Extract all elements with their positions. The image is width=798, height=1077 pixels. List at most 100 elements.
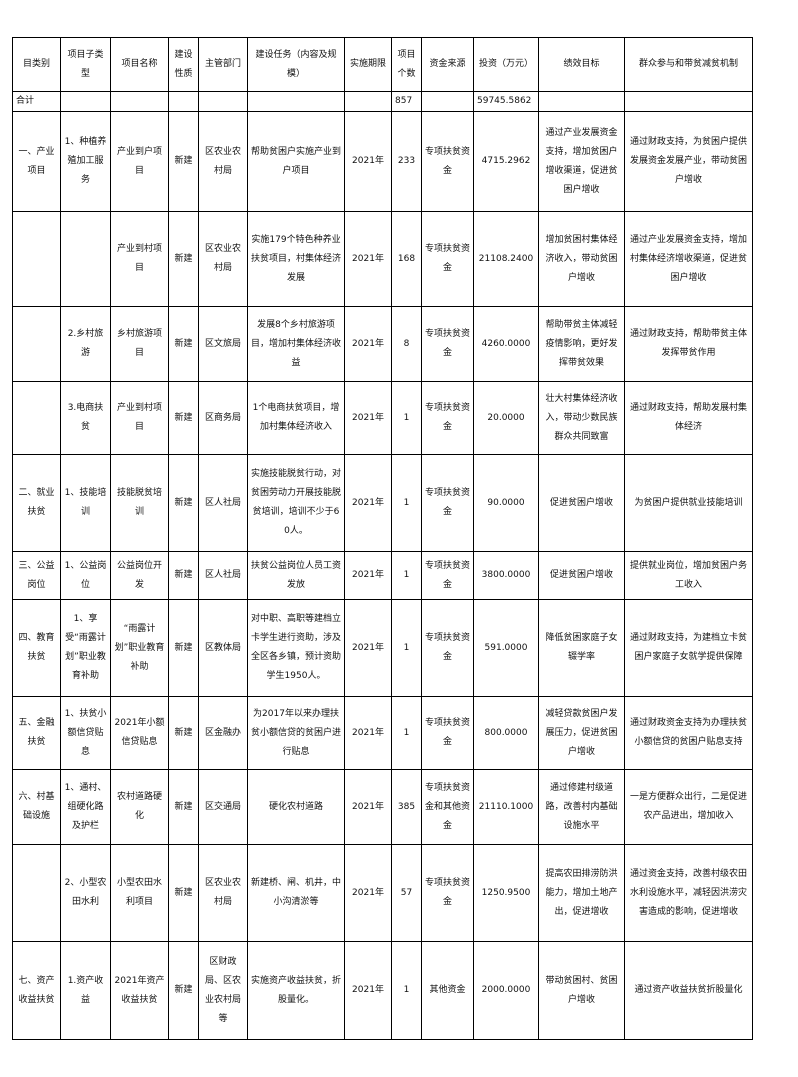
table-cell: 90.0000	[473, 454, 539, 552]
table-cell: 通过财政支持，帮助带贫主体发挥带贫作用	[624, 306, 753, 382]
table-cell: 其他资金	[421, 941, 474, 1040]
table-cell: 为2017年以来办理扶贫小额信贷的贫困户进行贴息	[247, 696, 345, 770]
header-cell: 建设任务（内容及规模）	[247, 37, 345, 92]
table-cell: 五、金融扶贫	[12, 696, 61, 770]
table-cell	[12, 211, 61, 307]
table-cell: 通过财政资金支持为办理扶贫小额信贷的贫困户贴息支持	[624, 696, 753, 770]
header-cell: 目类别	[12, 37, 61, 92]
table-cell: 新建	[168, 306, 199, 382]
table-cell: 实施资产收益扶贫，折股量化。	[247, 941, 345, 1040]
table-cell: 农村道路硬化	[110, 769, 169, 845]
table-cell: 通过产业发展资金支持，增加村集体经济增收渠道，促进贫困户增收	[624, 211, 753, 307]
table-cell: 专项扶贫资金	[421, 844, 474, 942]
table-cell	[12, 844, 61, 942]
table-cell: 800.0000	[473, 696, 539, 770]
table-cell: 新建	[168, 111, 199, 212]
table-cell: 带动贫困村、贫困户增收	[538, 941, 625, 1040]
table-cell: 591.0000	[473, 599, 539, 697]
table-cell: 硬化农村道路	[247, 769, 345, 845]
table-row: 2、小型农田水利 小型农田水利项目 新建 区农业农村局 新建桥、闸、机井，中小沟清淤等 2…	[12, 844, 753, 942]
table-cell: “雨露计划”职业教育补助	[110, 599, 169, 697]
table-row: 六、村基础设施 1、通村、组硬化路及护栏 农村道路硬化 新建 区交通局 硬化农村道路 202…	[12, 769, 753, 845]
table-cell: 二、就业扶贫	[12, 454, 61, 552]
table-cell: 专项扶贫资金	[421, 696, 474, 770]
table-cell: 区农业农村局	[198, 844, 248, 942]
table-cell: 三、公益岗位	[12, 551, 61, 600]
table-row: 三、公益岗位 1、公益岗位 公益岗位开发 新建 区人社局 扶贫公益岗位人员工资发放 2021…	[12, 551, 753, 600]
table-cell: 3.电商扶贫	[60, 381, 111, 455]
table-cell: 通过修建村级道路，改善村内基础设施水平	[538, 769, 625, 845]
table-cell: 1.资产收益	[60, 941, 111, 1040]
table-cell: 区教体局	[198, 599, 248, 697]
table-cell: 新建	[168, 844, 199, 942]
table-cell: 2021年	[344, 941, 392, 1040]
table-cell: 扶贫公益岗位人员工资发放	[247, 551, 345, 600]
table-cell	[168, 91, 199, 112]
table-cell: 新建	[168, 381, 199, 455]
table-cell: 2021年	[344, 769, 392, 845]
table-cell: 4260.0000	[473, 306, 539, 382]
table-cell	[60, 211, 111, 307]
table-cell: 新建	[168, 551, 199, 600]
table-cell: 1	[391, 696, 422, 770]
table-cell: 2021年	[344, 306, 392, 382]
table-row: 七、资产收益扶贫 1.资产收益 2021年资产收益扶贫 新建 区财政局、区农业农村局等实…	[12, 941, 753, 1040]
table-cell: 区农业农村局	[198, 111, 248, 212]
table-cell	[247, 91, 345, 112]
table-cell: 21108.2400	[473, 211, 539, 307]
table-cell: 3800.0000	[473, 551, 539, 600]
table-cell: 壮大村集体经济收入，带动少数民族群众共同致富	[538, 381, 625, 455]
header-cell: 实施期限	[344, 37, 392, 92]
header-cell: 资金来源	[421, 37, 474, 92]
table-cell: 1	[391, 454, 422, 552]
table-row: 产业到村项目 新建 区农业农村局 实施179个特色种养业扶贫项目，村集体经济发展 202…	[12, 211, 753, 307]
table-cell: 2021年资产收益扶贫	[110, 941, 169, 1040]
table-cell: 通过财政支持，为建档立卡贫困户家庭子女就学提供保障	[624, 599, 753, 697]
table-cell: 实施技能脱贫行动，对贫困劳动力开展技能脱贫培训，培训不少于60人。	[247, 454, 345, 552]
table-cell: 通过产业发展资金支持，增加贫困户增收渠道，促进贫困户增收	[538, 111, 625, 212]
header-cell: 建设性质	[168, 37, 199, 92]
table-cell: 1个电商扶贫项目，增加村集体经济收入	[247, 381, 345, 455]
table-cell: 小型农田水利项目	[110, 844, 169, 942]
table-cell	[624, 91, 753, 112]
header-cell: 项目子类型	[60, 37, 111, 92]
table-cell	[12, 306, 61, 382]
table-row: 四、教育扶贫 1、享受“雨露计划”职业教育补助 “雨露计划”职业教育补助 新建 区教体局…	[12, 599, 753, 697]
table-cell: 专项扶贫资金	[421, 211, 474, 307]
table-cell: 技能脱贫培训	[110, 454, 169, 552]
table-cell: 区农业农村局	[198, 211, 248, 307]
table-cell: 一是方便群众出行，二是促进农产品进出，增加收入	[624, 769, 753, 845]
table-cell: 2021年	[344, 111, 392, 212]
table-cell: 2021年	[344, 454, 392, 552]
project-table: 目类别 项目子类型 项目名称 建设性质 主管部门 建设任务（内容及规模） 实施期限 项目个数资…	[12, 37, 753, 1040]
table-cell: 21110.1000	[473, 769, 539, 845]
header-cell: 群众参与和带贫减贫机制	[624, 37, 753, 92]
table-cell: 区财政局、区农业农村局等	[198, 941, 248, 1040]
table-cell: 对中职、高职等建档立卡学生进行资助，涉及全区各乡镇，预计资助学生1950人。	[247, 599, 345, 697]
table-cell: 区金融办	[198, 696, 248, 770]
table-cell: 新建桥、闸、机井，中小沟清淤等	[247, 844, 345, 942]
table-row: 合计 857 59745.5862	[12, 91, 753, 112]
table-cell: 59745.5862	[473, 91, 539, 112]
table-cell: 2021年	[344, 844, 392, 942]
table-row: 五、金融扶贫 1、扶贫小额信贷贴息 2021年小额信贷贴息 新建 区金融办 为2017年以…	[12, 696, 753, 770]
table-cell: 减轻贷款贫困户发展压力，促进贫困户增收	[538, 696, 625, 770]
table-cell: 六、村基础设施	[12, 769, 61, 845]
table-cell	[110, 91, 169, 112]
table-cell: 2、小型农田水利	[60, 844, 111, 942]
table-cell: 实施179个特色种养业扶贫项目，村集体经济发展	[247, 211, 345, 307]
table-row: 2.乡村旅游 乡村旅游项目 新建 区文旅局 发展8个乡村旅游项目，增加村集体经济收益 20…	[12, 306, 753, 382]
table-cell: 1、种植养殖加工服务	[60, 111, 111, 212]
table-cell: 新建	[168, 941, 199, 1040]
header-row: 目类别 项目子类型 项目名称 建设性质 主管部门 建设任务（内容及规模） 实施期限 项目个数资…	[12, 37, 753, 92]
table-cell: 2021年	[344, 381, 392, 455]
table-cell	[12, 381, 61, 455]
table-cell	[198, 91, 248, 112]
table-cell: 1、技能培训	[60, 454, 111, 552]
table-cell: 帮助带贫主体减轻疫情影响，更好发挥带贫效果	[538, 306, 625, 382]
table-cell: 促进贫困户增收	[538, 551, 625, 600]
table-cell: 1250.9500	[473, 844, 539, 942]
table-cell: 2021年	[344, 599, 392, 697]
table-cell: 2021年	[344, 696, 392, 770]
table-cell: 57	[391, 844, 422, 942]
